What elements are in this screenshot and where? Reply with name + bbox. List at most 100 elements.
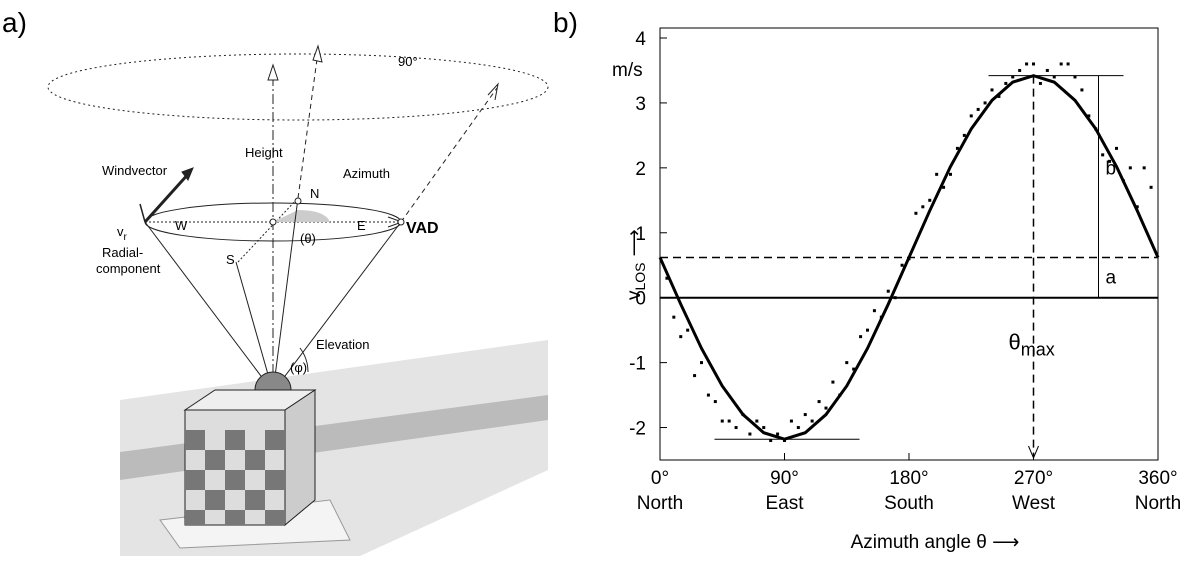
- data-point: [706, 393, 710, 397]
- data-point: [1094, 127, 1098, 131]
- data-point: [976, 107, 980, 111]
- y-tick-label: 0: [635, 289, 646, 310]
- cone-line: [144, 221, 274, 393]
- b-label: b: [1106, 159, 1117, 180]
- ns-axis: [237, 197, 299, 263]
- checker: [185, 430, 285, 525]
- elevation-label: Elevation: [316, 337, 369, 352]
- angle-label: 90°: [398, 54, 418, 69]
- data-point: [720, 419, 724, 423]
- data-point: [1004, 81, 1008, 85]
- theta-max-label: θmax: [1009, 330, 1055, 360]
- azimuth-label: Azimuth: [343, 166, 390, 181]
- data-point: [1135, 205, 1139, 209]
- data-point: [783, 439, 786, 443]
- height-label: Height: [245, 145, 283, 160]
- data-point: [893, 296, 897, 300]
- y-tick-label: 3: [635, 94, 646, 115]
- data-point: [734, 426, 738, 430]
- radial-label: Radial-: [102, 245, 143, 260]
- data-point: [741, 413, 745, 417]
- x-direction-label: West: [1012, 493, 1056, 514]
- data-point: [928, 198, 932, 202]
- data-point: [831, 380, 835, 384]
- y-tick-label: -2: [629, 419, 646, 440]
- data-point: [686, 328, 690, 332]
- unit-label: m/s: [612, 60, 643, 81]
- x-tick-label: 270°: [1014, 468, 1053, 489]
- data-point: [1080, 88, 1084, 92]
- arrowhead: [1028, 445, 1039, 460]
- x-direction-label: South: [884, 493, 934, 514]
- beam-extension: [400, 87, 498, 223]
- north-point: [294, 197, 302, 205]
- data-point: [1018, 68, 1022, 72]
- data-point: [727, 419, 731, 423]
- data-point: [1149, 185, 1153, 189]
- data-point: [1101, 153, 1105, 157]
- data-point: [1059, 62, 1063, 66]
- data-point: [1052, 75, 1056, 79]
- phi-label: (φ): [290, 360, 307, 375]
- windvector-label: Windvector: [102, 163, 168, 178]
- data-point: [997, 94, 1001, 98]
- data-point: [1066, 62, 1070, 66]
- cone-line: [235, 261, 274, 393]
- data-point: [900, 263, 904, 267]
- data-point: [921, 205, 925, 209]
- data-point: [859, 335, 863, 339]
- x-axis-title: Azimuth angle θ ⟶: [851, 532, 1020, 553]
- east-point: [397, 218, 405, 226]
- data-point: [1073, 75, 1077, 79]
- data-point: [1115, 146, 1118, 150]
- west-label: W: [175, 218, 188, 233]
- data-point: [755, 419, 759, 423]
- radial-symbol: vr: [117, 224, 128, 243]
- east-label: E: [357, 218, 366, 233]
- y-tick-label: -1: [629, 354, 646, 375]
- arrowhead: [487, 82, 499, 101]
- data-point: [879, 315, 883, 319]
- arrowhead: [312, 44, 323, 63]
- data-point: [845, 361, 849, 365]
- south-label: S: [226, 252, 235, 267]
- data-point: [969, 114, 973, 118]
- data-point: [817, 400, 821, 404]
- data-point: [700, 361, 703, 365]
- data-point: [1128, 166, 1132, 170]
- beam-extension: [297, 51, 319, 199]
- north-label: N: [310, 186, 319, 201]
- vad-label: VAD: [406, 220, 439, 237]
- data-point: [852, 367, 856, 371]
- x-tick-label: 0°: [651, 468, 669, 489]
- data-point: [679, 335, 683, 339]
- data-point: [810, 419, 814, 423]
- data-point: [693, 374, 697, 378]
- data-point: [1121, 179, 1125, 183]
- center-point: [269, 218, 277, 226]
- data-point: [914, 211, 918, 215]
- panel-a: [47, 44, 549, 556]
- y-tick-label: 4: [635, 29, 646, 50]
- data-point: [789, 419, 793, 423]
- data-point: [838, 393, 842, 397]
- radial-label: component: [96, 261, 161, 276]
- data-point: [776, 432, 780, 436]
- x-direction-label: East: [765, 493, 804, 514]
- data-point: [769, 439, 773, 443]
- y-axis-title-part: v: [624, 290, 645, 300]
- arrowhead: [267, 63, 279, 81]
- theta-max-part: max: [1021, 340, 1055, 360]
- data-point: [1045, 68, 1049, 72]
- elevation-arc: [299, 347, 309, 373]
- a-label: a: [1106, 268, 1117, 289]
- x-direction-label: North: [637, 493, 683, 514]
- x-direction-label: North: [1135, 493, 1181, 514]
- y-axis-title: vLOS ⟶: [624, 229, 648, 300]
- cone-line: [272, 221, 402, 393]
- y-axis-title-part: LOS: [632, 262, 648, 290]
- wind-vector: [143, 170, 192, 224]
- arrowhead: [181, 167, 194, 181]
- data-point: [872, 309, 876, 313]
- data-point: [1032, 62, 1035, 66]
